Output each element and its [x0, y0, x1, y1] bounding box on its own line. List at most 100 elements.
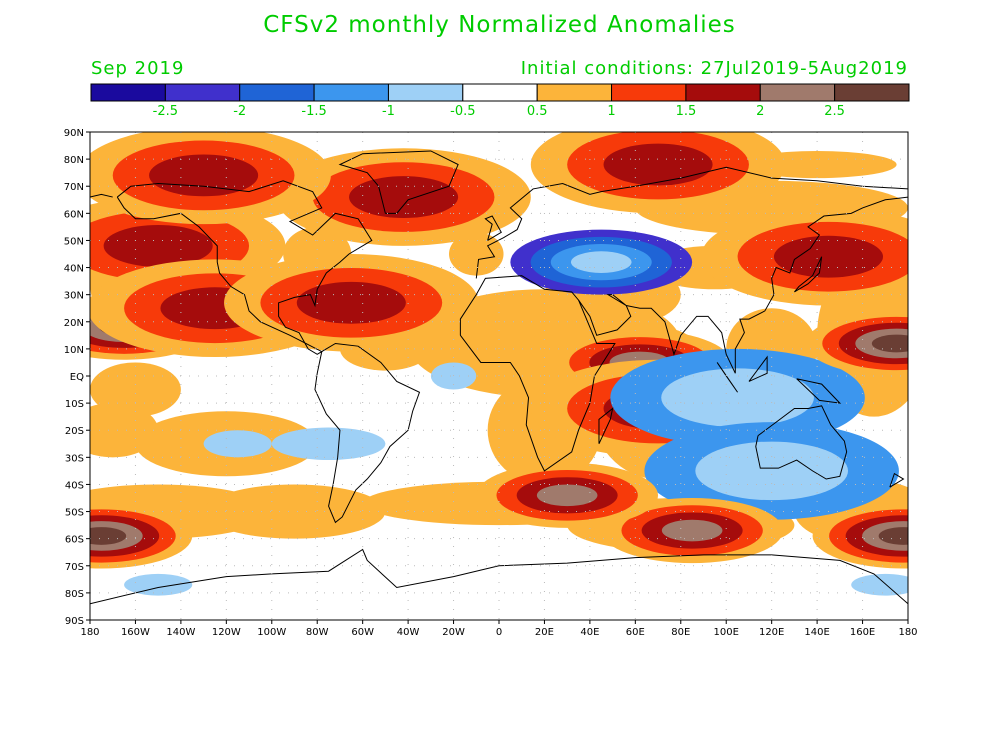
coastline: [484, 215, 502, 241]
lon-label: 120E: [759, 627, 784, 638]
anomaly-contour: [90, 527, 127, 545]
lat-label: EQ: [70, 372, 84, 383]
colorbar-bin: [834, 83, 910, 102]
colorbar: [90, 83, 910, 102]
anomaly-contour: [570, 251, 632, 273]
anomaly-contour: [296, 281, 406, 324]
anomaly-contour: [103, 224, 213, 267]
anomaly-patch: [90, 362, 181, 417]
anomaly-patch: [271, 427, 386, 461]
colorbar-label: 1: [607, 104, 616, 119]
coastline: [796, 378, 842, 404]
lon-label: 60E: [626, 627, 645, 638]
lon-label: 60W: [351, 627, 374, 638]
colorbar-bin: [685, 83, 761, 102]
colorbar-label: 2.5: [824, 104, 845, 119]
lon-label: 0: [496, 627, 502, 638]
valid-month-label: Sep 2019: [91, 58, 185, 79]
coastline: [314, 342, 421, 524]
colorbar-bin: [462, 83, 538, 102]
lat-label: 40N: [64, 264, 84, 275]
lat-label: 20S: [65, 426, 84, 437]
graticule: [90, 132, 908, 620]
lon-label: 180: [80, 627, 99, 638]
coastline: [748, 355, 768, 382]
lat-label: 70N: [64, 182, 84, 193]
coastline: [598, 407, 614, 444]
chart-title: CFSv2 monthly Normalized Anomalies: [263, 12, 736, 38]
lat-label: 80S: [65, 589, 84, 600]
colorbar-bin: [90, 83, 166, 102]
lon-label: 40E: [580, 627, 599, 638]
colorbar-labels: -2.5 -2 -1.5 -1 -0.5 0.5 1 1.5 2 2.5: [0, 104, 999, 122]
lon-label: 80E: [671, 627, 690, 638]
colorbar-bin: [164, 83, 241, 102]
lat-label: 30N: [64, 291, 84, 302]
lon-label: 160W: [121, 627, 150, 638]
lat-label: 50N: [64, 236, 84, 247]
lon-label: 140W: [166, 627, 195, 638]
colorbar-label: -2.5: [152, 104, 179, 119]
anomaly-contour: [661, 519, 723, 542]
anomaly-patch: [203, 430, 272, 458]
anomaly-contour: [536, 484, 598, 507]
lon-label: 20E: [535, 627, 554, 638]
initial-conditions-label: Initial conditions: 27Jul2019-5Aug2019: [520, 58, 908, 79]
colorbar-bin: [387, 83, 464, 102]
lon-label: 40W: [397, 627, 420, 638]
anomaly-contour: [603, 143, 713, 186]
coastline: [889, 472, 905, 488]
lat-label: 20N: [64, 318, 84, 329]
coastline: [716, 362, 738, 393]
lon-label: 100W: [257, 627, 286, 638]
anomaly-patch: [851, 573, 908, 596]
colorbar-label: 0.5: [526, 104, 548, 119]
lon-label: 140E: [804, 627, 829, 638]
anomaly-patch: [430, 362, 477, 390]
colorbar-bin: [611, 83, 687, 102]
colorbar-bin: [239, 83, 315, 102]
anomaly-patch: [90, 403, 159, 458]
anomaly-contour: [661, 368, 814, 427]
lat-label: 60S: [65, 535, 84, 546]
anomaly-contour: [878, 527, 908, 545]
colorbar-label: 2: [756, 104, 765, 119]
colorbar-label: -2: [233, 104, 247, 119]
lon-label: 80W: [306, 627, 329, 638]
lon-label: 180: [898, 627, 917, 638]
anomaly-contour: [149, 154, 259, 197]
anomaly-patch: [449, 232, 504, 276]
colorbar-label: -0.5: [450, 104, 476, 119]
lat-label: 50S: [65, 508, 84, 519]
coastline: [459, 275, 616, 472]
lon-label: 20W: [442, 627, 465, 638]
colorbar-bin: [759, 83, 836, 102]
coastline: [116, 180, 373, 355]
anomaly-contour: [349, 176, 459, 218]
anomaly-patch: [203, 484, 386, 539]
lat-label: 90S: [65, 616, 84, 627]
lon-label: 120W: [212, 627, 241, 638]
coastline: [475, 166, 908, 279]
anomaly-contour: [695, 441, 849, 501]
lat-label: 70S: [65, 562, 84, 573]
lat-label: 10N: [64, 345, 84, 356]
anomaly-patch: [124, 573, 193, 596]
lat-label: 10S: [65, 399, 84, 410]
colorbar-label: -1: [381, 104, 395, 119]
coastline: [90, 193, 113, 198]
coastline: [338, 150, 459, 214]
lat-label: 40S: [65, 480, 84, 491]
lon-label: 160E: [850, 627, 875, 638]
colorbar-bin: [536, 83, 613, 102]
anomaly-map: 90N 80N 70N 60N 50N 40N 30N 20N 10N EQ 10S 20S 30S 40…: [64, 128, 918, 638]
lon-label: 100E: [714, 627, 739, 638]
lat-label: 60N: [64, 209, 84, 220]
anomaly-contour: [871, 334, 908, 353]
colorbar-label: -1.5: [301, 104, 327, 119]
lat-label: 90N: [64, 128, 84, 139]
lat-label: 80N: [64, 155, 84, 166]
coastline: [755, 405, 848, 480]
coastline: [794, 256, 823, 293]
coastline: [90, 548, 908, 605]
